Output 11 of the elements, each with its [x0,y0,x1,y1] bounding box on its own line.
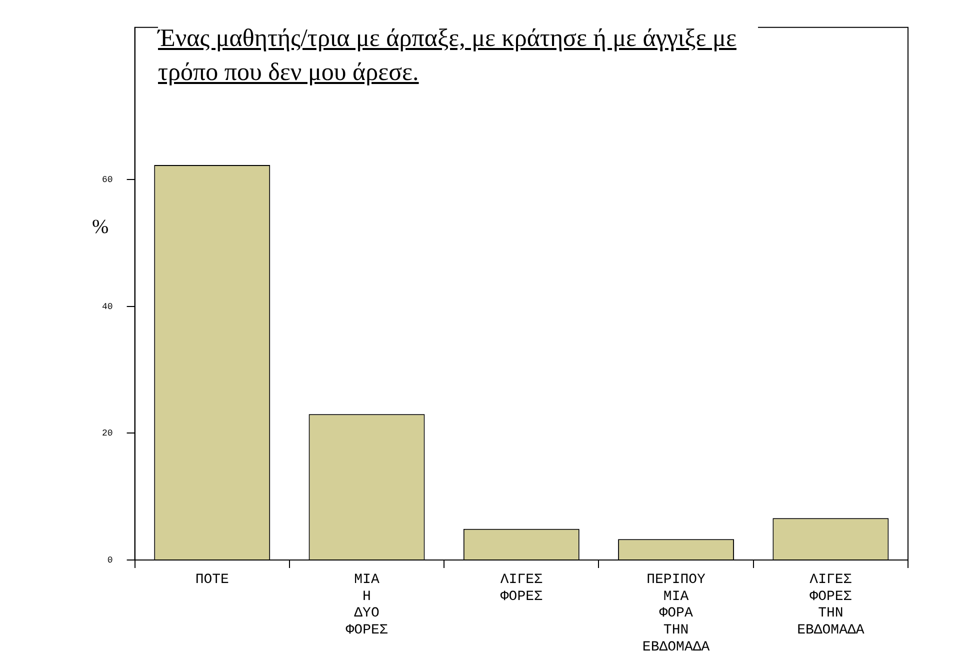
y-tick-label: 40 [102,302,113,312]
x-tick-label: ΠΕΡΙΠΟΥ ΜΙΑ ΦΟΡΑ ΤΗΝ ΕΒΔΟΜΑΔΑ [642,572,710,656]
x-tick-label: ΜΙΑ Η ΔΥΟ ΦΟΡΕΣ [346,572,388,639]
y-tick-label: 60 [102,174,113,185]
x-tick-label: ΠΟΤΕ [195,572,229,588]
y-tick-label: 20 [102,428,113,439]
x-tick-label: ΛΙΓΕΣ ΦΟΡΕΣ ΤΗΝ ΕΒΔΟΜΑΔΑ [797,572,865,639]
y-tick-label: 0 [107,555,113,566]
y-axis-title: % [92,216,109,239]
text: Ένας μαθητής/τρια με άρπαξε, με κράτησε ή με άγγιξε με τρόπο που δεν μου άρεσε. [158,22,758,90]
x-tick-label: ΛΙΓΕΣ ΦΟΡΕΣ [500,572,543,605]
